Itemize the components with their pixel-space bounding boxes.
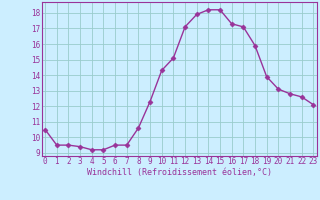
- X-axis label: Windchill (Refroidissement éolien,°C): Windchill (Refroidissement éolien,°C): [87, 168, 272, 177]
